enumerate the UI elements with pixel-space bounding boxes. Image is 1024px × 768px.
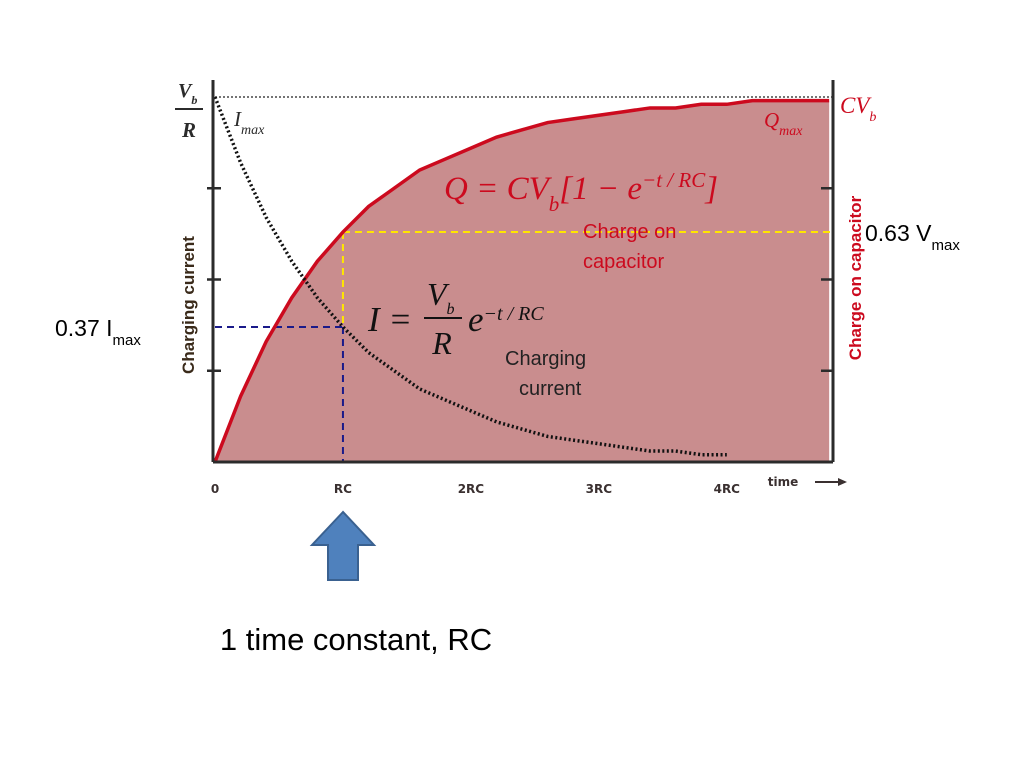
x-tick-label: 0 bbox=[211, 482, 219, 496]
annotation: Charge on bbox=[583, 221, 676, 243]
reference-label: 0.63 Vmax bbox=[865, 220, 960, 254]
charge-max-label: Qmax bbox=[764, 108, 803, 139]
x-axis-arrowhead bbox=[838, 478, 847, 486]
current-max-label: Imax bbox=[233, 107, 265, 138]
pointer-arrow bbox=[309, 510, 377, 581]
annotation: Charging bbox=[505, 348, 586, 370]
numerator-sub: b bbox=[191, 93, 197, 107]
current-equation-denominator: R bbox=[431, 325, 452, 361]
x-tick-label: 4RC bbox=[714, 482, 741, 496]
x-tick-label: 2RC bbox=[458, 482, 485, 496]
charge-equation: Q = CVb[1 − e−t / RC] bbox=[444, 168, 718, 216]
factor-part: e bbox=[468, 300, 484, 339]
annotation: capacitor bbox=[583, 251, 664, 273]
x-tick-label: 3RC bbox=[586, 482, 613, 496]
y2-axis-title: Charge on capacitor bbox=[846, 195, 865, 360]
caption: 1 time constant, RC bbox=[220, 622, 492, 657]
charge-max-label-part: max bbox=[779, 124, 803, 139]
reference-label-part: 0.63 V bbox=[865, 220, 932, 246]
current-equation-lhs: I = bbox=[367, 300, 412, 339]
reference-label-part: max bbox=[113, 331, 142, 348]
x-axis-label: time bbox=[768, 475, 799, 489]
charge-max-value-label-part: CV bbox=[840, 93, 872, 118]
reference-label-part: 0.37 I bbox=[55, 315, 113, 341]
current-max-label-part: I bbox=[233, 107, 242, 131]
top-left-numerator: Vb bbox=[178, 80, 197, 107]
reference-label-part: max bbox=[932, 237, 961, 254]
charge-equation-part: b bbox=[549, 192, 560, 216]
reference-label: 0.37 Imax bbox=[55, 315, 141, 349]
charge-max-value-label-part: b bbox=[869, 110, 876, 125]
current-max-label-part: max bbox=[241, 123, 265, 138]
charge-equation-part: Q = CV bbox=[444, 171, 553, 207]
numerator-part: V bbox=[178, 80, 193, 102]
numerator-part: V bbox=[427, 276, 450, 312]
series-line bbox=[213, 96, 727, 457]
charge-equation-part: ] bbox=[704, 171, 718, 207]
series-line bbox=[213, 98, 830, 463]
current-equation-factor: e−t / RC bbox=[468, 300, 544, 339]
top-left-denominator: R bbox=[181, 118, 196, 142]
numerator-sub: b bbox=[447, 301, 455, 318]
annotation: current bbox=[519, 378, 582, 400]
current-equation-numerator: Vb bbox=[427, 276, 455, 318]
x-tick-label: RC bbox=[334, 482, 352, 496]
charge-equation-part: −t / RC bbox=[642, 168, 706, 192]
charge-area bbox=[215, 100, 830, 463]
factor-sup: −t / RC bbox=[484, 303, 545, 325]
charge-equation-part: [1 − e bbox=[559, 171, 642, 207]
y-axis-title: Charging current bbox=[179, 236, 198, 374]
charge-max-label-part: Q bbox=[764, 108, 779, 132]
charge-max-value-label: CVb bbox=[840, 93, 876, 125]
